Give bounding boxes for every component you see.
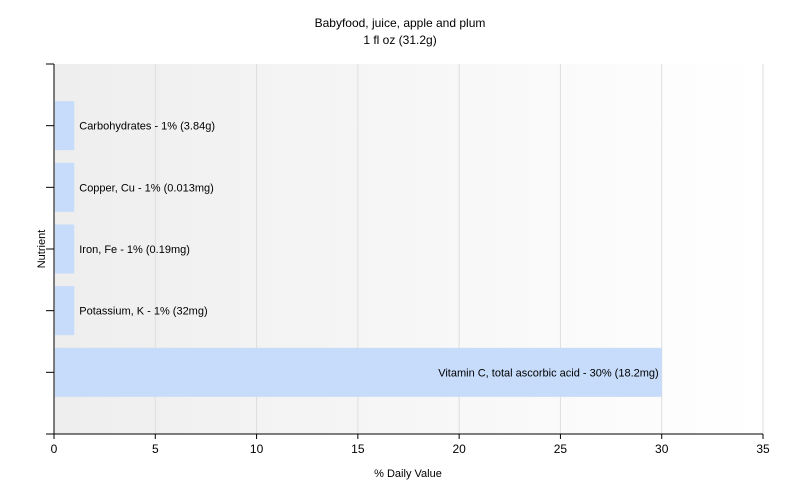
x-tick-label: 30 [655, 442, 669, 456]
x-tick-label: 10 [250, 442, 264, 456]
x-tick-label: 25 [554, 442, 568, 456]
bar [55, 347, 662, 397]
y-axis-label: Nutrient [36, 230, 48, 269]
x-tick-label: 5 [152, 442, 159, 456]
bars-group: Carbohydrates - 1% (3.84g) Copper, Cu - 1… [55, 101, 662, 397]
chart-title: Babyfood, juice, apple and plum [315, 16, 486, 30]
bar [55, 101, 75, 151]
axes-group: 0 5 10 15 20 25 30 35 [46, 63, 770, 456]
x-tick-label: 35 [756, 442, 770, 456]
x-tick-label: 15 [351, 442, 365, 456]
bar-data-label: Vitamin C, total ascorbic acid - 30% (18… [438, 367, 659, 379]
bar [55, 286, 75, 336]
bar [55, 224, 75, 274]
x-tick-label: 0 [51, 442, 58, 456]
bar-data-label: Iron, Fe - 1% (0.19mg) [79, 244, 190, 256]
x-tick-label: 20 [452, 442, 466, 456]
x-axis-label: % Daily Value [374, 468, 442, 480]
bar-data-label: Copper, Cu - 1% (0.013mg) [79, 182, 214, 194]
chart-subtitle: 1 fl oz (31.2g) [363, 33, 436, 47]
bar-data-label: Carbohydrates - 1% (3.84g) [79, 121, 215, 133]
bar [55, 162, 75, 212]
bar-data-label: Potassium, K - 1% (32mg) [79, 306, 207, 318]
